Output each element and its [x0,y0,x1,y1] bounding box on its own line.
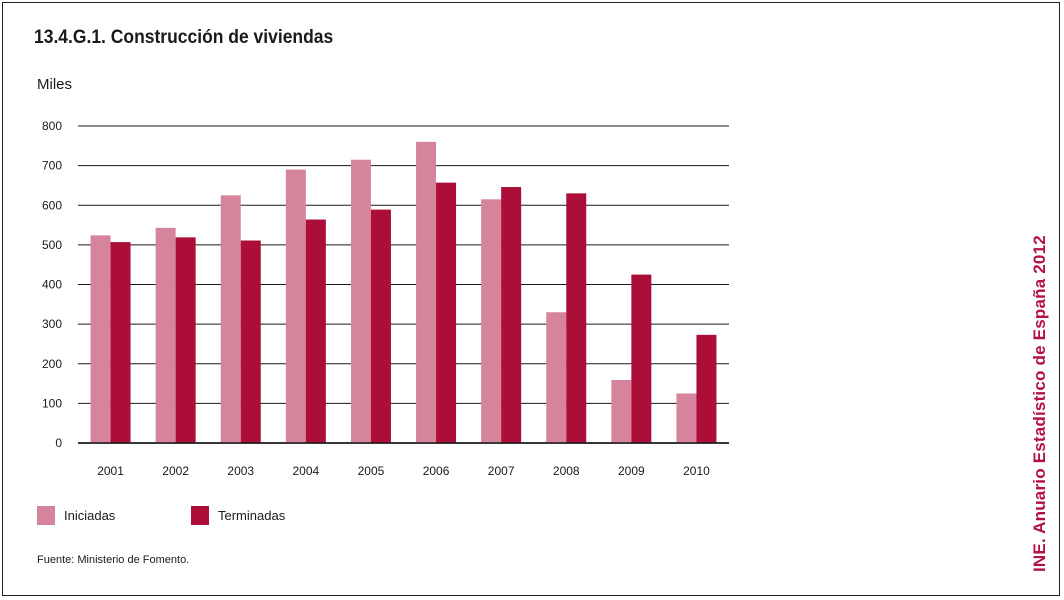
bar-terminadas-2006 [436,182,457,443]
bar-terminadas-2004 [305,219,326,443]
x-tick-label: 2003 [227,464,254,478]
bar-terminadas-2010 [696,334,717,443]
bar-terminadas-2002 [175,237,196,443]
legend-swatch-terminadas [191,506,209,525]
bar-iniciadas-2003 [220,195,241,443]
x-tick-label: 2006 [423,464,450,478]
y-tick-label: 0 [55,436,62,450]
legend-swatch-iniciadas [37,506,55,525]
bar-terminadas-2009 [631,274,652,443]
x-tick-label: 2002 [162,464,189,478]
bar-iniciadas-2007 [481,199,502,443]
publisher-side-label: INE. Anuario Estadístico de España 2012 [1030,235,1049,572]
y-tick-label: 500 [42,238,62,252]
bar-terminadas-2008 [566,193,587,443]
y-tick-label: 800 [42,119,62,133]
x-tick-label: 2004 [292,464,319,478]
bar-terminadas-2007 [501,187,522,443]
legend-label-terminadas: Terminadas [218,508,286,523]
bar-iniciadas-2008 [546,312,567,443]
y-axis-unit-label: Miles [37,76,73,93]
x-tick-label: 2007 [488,464,515,478]
y-tick-label: 400 [42,278,62,292]
x-tick-label: 2009 [618,464,645,478]
legend-item-terminadas: Terminadas [191,506,285,525]
bar-iniciadas-2004 [285,169,306,443]
bar-terminadas-2001 [110,242,131,443]
y-tick-label: 700 [42,159,62,173]
y-tick-label: 600 [42,198,62,212]
bar-iniciadas-2010 [676,393,697,443]
x-tick-label: 2008 [553,464,580,478]
bar-iniciadas-2005 [350,159,371,443]
x-tick-label: 2010 [683,464,710,478]
y-tick-label: 200 [42,357,62,371]
x-tick-label: 2001 [97,464,124,478]
bar-iniciadas-2001 [90,235,111,443]
source-note: Fuente: Ministerio de Fomento. [37,554,190,566]
y-tick-label: 100 [42,396,62,410]
bar-terminadas-2005 [370,209,391,443]
legend-label-iniciadas: Iniciadas [64,508,116,523]
bar-iniciadas-2002 [155,227,176,443]
bar-terminadas-2003 [240,240,261,443]
bar-iniciadas-2009 [611,379,632,443]
legend-item-iniciadas: Iniciadas [37,506,115,525]
chart-title: 13.4.G.1. Construcción de viviendas [34,27,334,48]
y-tick-label: 300 [42,317,62,331]
bar-iniciadas-2006 [416,141,437,443]
x-tick-label: 2005 [358,464,385,478]
